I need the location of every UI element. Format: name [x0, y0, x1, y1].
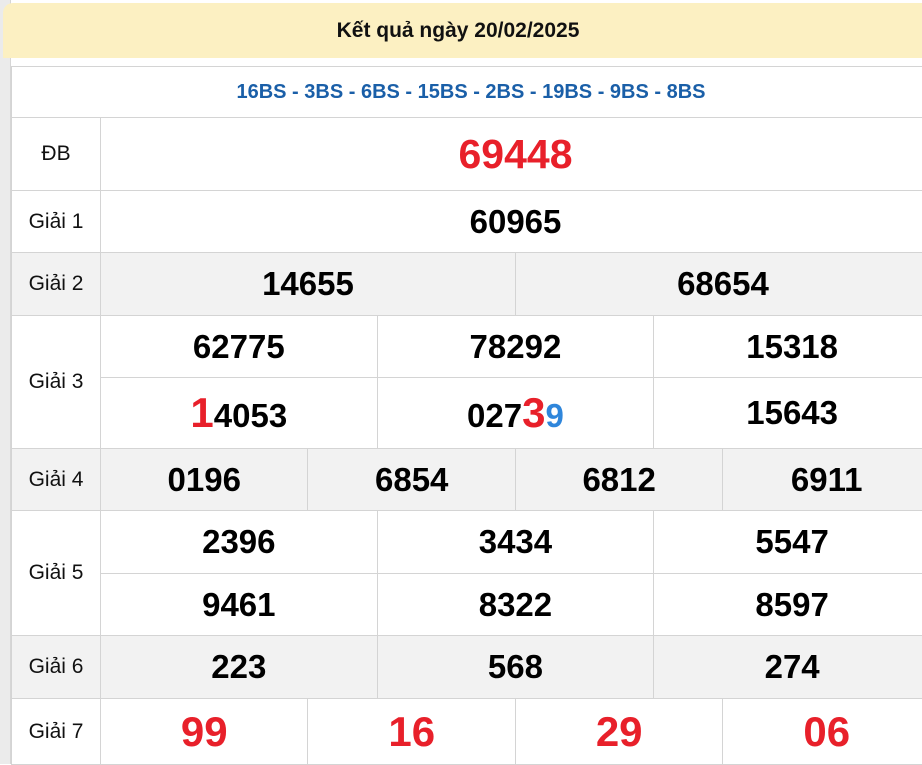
prize-number: 99 — [101, 699, 308, 765]
prize-number: 6812 — [515, 449, 722, 511]
prize-number: 68654 — [515, 253, 922, 316]
prize-number: 15318 — [654, 316, 922, 378]
prize-number: 3434 — [377, 511, 654, 574]
prize-number: 02739 — [377, 378, 654, 449]
prize-number: 5547 — [654, 511, 922, 574]
prize-label: ĐB — [12, 118, 101, 191]
prize-number: 14655 — [101, 253, 516, 316]
prize-number: 06 — [723, 699, 922, 765]
prize-label: Giải 2 — [12, 253, 101, 316]
prize-number: 0196 — [101, 449, 308, 511]
prize-number: 223 — [101, 636, 378, 699]
result-table-wrapper: 16BS - 3BS - 6BS - 15BS - 2BS - 19BS - 9… — [11, 66, 922, 765]
prize-number: 9461 — [101, 574, 378, 636]
draw-codes: 16BS - 3BS - 6BS - 15BS - 2BS - 19BS - 9… — [12, 67, 922, 118]
result-table: 16BS - 3BS - 6BS - 15BS - 2BS - 19BS - 9… — [11, 66, 922, 765]
prize-number: 8597 — [654, 574, 922, 636]
prize-label: Giải 3 — [12, 316, 101, 449]
result-header: Kết quả ngày 20/02/2025 — [3, 3, 922, 58]
page-side-strip — [0, 0, 11, 764]
prize-number: 568 — [377, 636, 654, 699]
prize-label: Giải 7 — [12, 699, 101, 765]
prize-number: 15643 — [654, 378, 922, 449]
highlighted-digit: 1 — [190, 389, 213, 436]
highlighted-digit: 3 — [522, 389, 545, 436]
prize-number: 62775 — [101, 316, 378, 378]
codes-row: 16BS - 3BS - 6BS - 15BS - 2BS - 19BS - 9… — [12, 67, 922, 118]
prize-number: 29 — [515, 699, 722, 765]
prize-number: 2396 — [101, 511, 378, 574]
prize-label: Giải 5 — [12, 511, 101, 636]
prize-number: 14053 — [101, 378, 378, 449]
prize-label: Giải 1 — [12, 191, 101, 253]
prize-number: 8322 — [377, 574, 654, 636]
prize-number: 60965 — [101, 191, 922, 253]
number-part: 4053 — [214, 397, 287, 434]
prize-number: 16 — [308, 699, 515, 765]
highlighted-digit: 9 — [545, 397, 563, 434]
prize-number: 78292 — [377, 316, 654, 378]
prize-number: 6911 — [723, 449, 922, 511]
prize-number: 6854 — [308, 449, 515, 511]
result-title: Kết quả ngày 20/02/2025 — [337, 19, 580, 43]
prize-number: 69448 — [101, 118, 922, 191]
number-part: 027 — [467, 397, 522, 434]
prize-number: 274 — [654, 636, 922, 699]
prize-label: Giải 6 — [12, 636, 101, 699]
prize-label: Giải 4 — [12, 449, 101, 511]
